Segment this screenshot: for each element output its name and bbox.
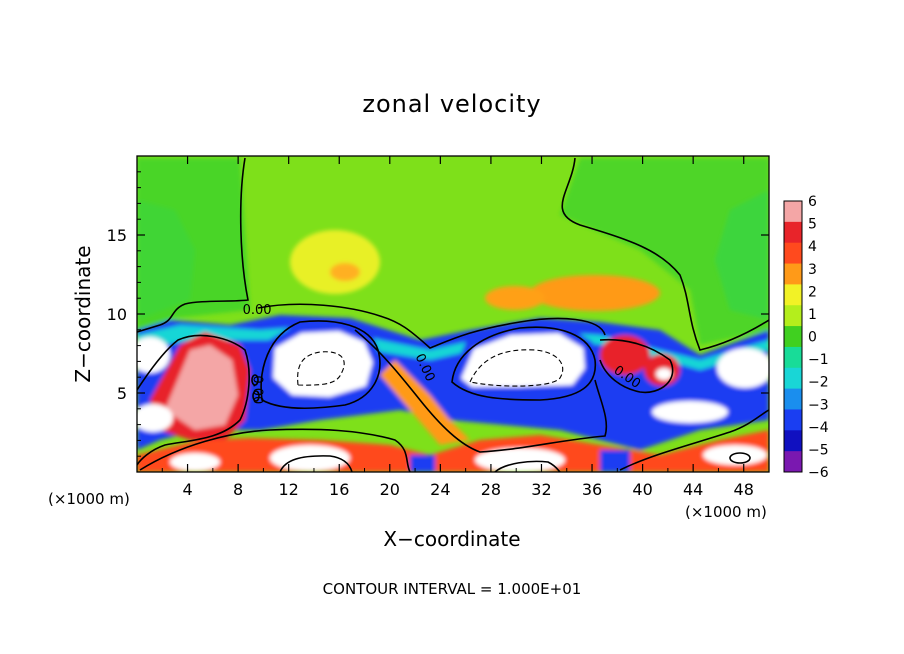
x-unit-label-left: (×1000 m) xyxy=(48,490,130,508)
field-bottom-blue-1 xyxy=(410,455,435,472)
field-bottom-white-4 xyxy=(703,445,767,465)
y-tick-label: 10 xyxy=(107,305,127,324)
colorbar-swatch xyxy=(784,367,802,390)
x-tick-label: 24 xyxy=(430,480,450,499)
colorbar-label: 4 xyxy=(808,239,817,255)
contour-bottom-small-2 xyxy=(494,460,561,472)
colorbar-swatch xyxy=(784,263,802,285)
field-green-right xyxy=(560,158,769,345)
colorbar-frame xyxy=(783,200,803,473)
contour-right-middle xyxy=(599,338,674,394)
x-tick-label: 20 xyxy=(380,480,400,499)
y-axis-title: Z−coordinate xyxy=(71,245,95,382)
field-red-right xyxy=(600,335,650,375)
x-unit-label-right: (×1000 m) xyxy=(685,503,767,521)
x-tick-label: 40 xyxy=(632,480,652,499)
x-tick-label: 16 xyxy=(329,480,349,499)
colorbar-label: −5 xyxy=(808,442,829,458)
contour-interval-note: CONTOUR INTERVAL = 1.000E+01 xyxy=(323,580,582,598)
field-diagonal-streak xyxy=(380,360,470,445)
field-yellow-core xyxy=(330,263,360,281)
field-core-right-lower xyxy=(652,401,728,423)
colorbar-label: −6 xyxy=(808,465,829,481)
contour-bottom-small-1 xyxy=(279,455,353,472)
colorbar-label: 0 xyxy=(808,330,817,346)
colorbar-swatch xyxy=(784,430,802,452)
contour-zero-upper xyxy=(257,303,606,349)
x-tick-label: 32 xyxy=(531,480,551,499)
colorbar-swatch xyxy=(784,201,802,223)
y-tick-label: 15 xyxy=(107,226,127,245)
field-core-left-bottom xyxy=(137,404,173,432)
x-tick-label: 36 xyxy=(582,480,602,499)
colorbar-label: 6 xyxy=(808,194,817,210)
colorbar-swatch xyxy=(784,346,802,369)
colorbar-label: −1 xyxy=(808,352,829,368)
colorbar-swatch xyxy=(784,242,802,265)
colorbar-swatch xyxy=(784,409,802,431)
colorbar-label: 5 xyxy=(808,217,817,233)
contour-label: 0.00 xyxy=(249,375,264,404)
contour-dashed-left xyxy=(297,351,345,386)
contour-lower-band xyxy=(139,428,411,472)
plot-area: 0.000.00 0.000.00 xyxy=(137,156,769,472)
colorbar-swatch xyxy=(784,305,802,327)
field-core-right xyxy=(717,348,769,388)
contour-label: 0.00 xyxy=(243,303,272,318)
x-tick-label: 8 xyxy=(233,480,243,499)
field-bottom-white-1 xyxy=(170,453,220,471)
contour-lines xyxy=(137,157,769,472)
field-core-left-top xyxy=(137,337,170,373)
field-bottom-blue-2 xyxy=(600,450,630,472)
colorbar-label: −3 xyxy=(808,397,829,413)
contour-dashed-right xyxy=(469,349,564,387)
contour-bottom-small-3 xyxy=(729,452,751,464)
x-tick-label: 12 xyxy=(279,480,299,499)
field-white-spot-right xyxy=(656,368,672,380)
colorbar-swatch xyxy=(784,326,802,348)
colorbar-swatch xyxy=(784,284,802,306)
colorbar-swatch xyxy=(784,221,802,244)
y-axis: 5 10 15 xyxy=(107,171,769,457)
y-tick-label: 5 xyxy=(117,384,127,403)
x-tick-label: 28 xyxy=(481,480,501,499)
field-pink-left-column xyxy=(165,345,238,430)
field-yellow-upper xyxy=(290,230,380,294)
field-bottom-white-2 xyxy=(270,445,350,471)
contour-tiny-loop xyxy=(251,374,259,386)
colorbar-swatch xyxy=(784,388,802,410)
contour-center-right-loop xyxy=(451,326,597,401)
contour-right-lower xyxy=(619,409,769,471)
colorbar-label: 2 xyxy=(808,284,817,300)
contour-left-column xyxy=(137,334,250,466)
field-orange-upper-right xyxy=(530,275,660,311)
x-tick-label: 48 xyxy=(734,480,754,499)
colorbar-label: 3 xyxy=(808,262,817,278)
colorbar-swatch xyxy=(784,451,802,473)
x-axis: 4 8 12 16 20 24 28 32 36 40 44 48 xyxy=(161,156,754,499)
chart-title: zonal velocity xyxy=(362,90,541,118)
colorbar-label: 1 xyxy=(808,307,817,323)
x-tick-label: 44 xyxy=(683,480,703,499)
field-core-center-left xyxy=(262,320,384,408)
contour-dashed xyxy=(297,349,564,387)
contour-zero-left xyxy=(137,157,249,333)
field-orange-upper-right-2 xyxy=(485,286,545,310)
field-green-left xyxy=(137,158,250,330)
colorbar-label: −4 xyxy=(808,420,829,436)
colorbar-label: −2 xyxy=(808,375,829,391)
colorbar: 6 5 4 3 2 1 0 −1 −2 −3 −4 −5 −6 xyxy=(783,194,829,481)
x-axis-title: X−coordinate xyxy=(383,527,520,551)
contour-diagonal xyxy=(354,329,608,453)
field-bottom-white-3 xyxy=(475,448,565,472)
contour-zero-right xyxy=(561,157,769,351)
contour-tiny-loop-2 xyxy=(252,390,260,402)
x-tick-label: 4 xyxy=(182,480,192,499)
